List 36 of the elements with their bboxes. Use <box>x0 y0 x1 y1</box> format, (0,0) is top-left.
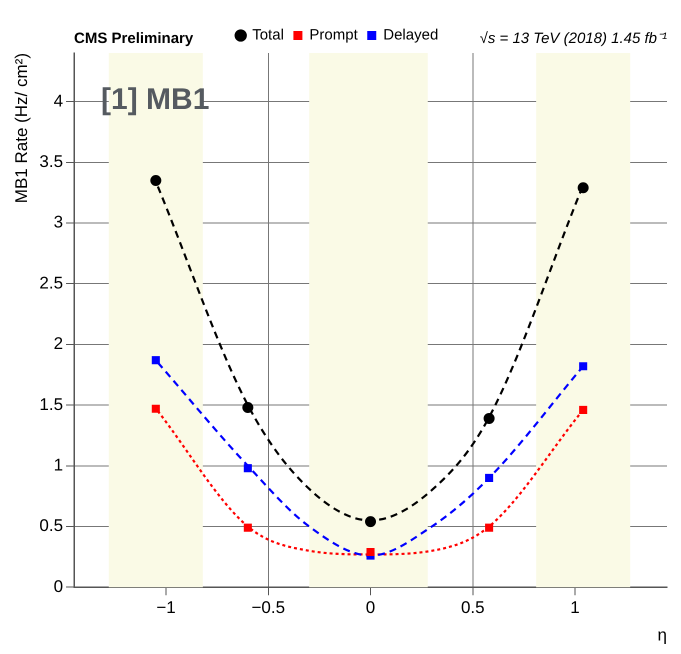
y-tick-label: 2.5 <box>39 273 64 292</box>
point <box>152 356 160 364</box>
point <box>484 412 495 424</box>
legend-label: Total <box>252 26 284 44</box>
chart-title: CMS Preliminary <box>74 30 194 47</box>
point <box>150 174 162 186</box>
point <box>579 406 588 414</box>
x-tick-label: 0.5 <box>460 598 485 618</box>
legend-label: Delayed <box>383 26 438 44</box>
point <box>485 524 494 532</box>
y-tick-label: 1.5 <box>39 394 64 414</box>
point <box>244 524 252 532</box>
y-tick-label: 0 <box>54 576 64 596</box>
annotation: [1] MB1 <box>101 83 210 116</box>
point <box>578 182 589 194</box>
x-axis-title: η <box>658 625 667 644</box>
point <box>242 402 254 414</box>
chart-subtitle: √s = 13 TeV (2018) 1.45 fb⁻¹ <box>480 30 668 47</box>
y-tick-label: 3 <box>54 212 64 232</box>
point <box>365 516 376 528</box>
point <box>244 464 252 472</box>
point <box>152 404 160 413</box>
x-tick-label: 0 <box>366 598 376 618</box>
x-tick-label: −0.5 <box>252 598 286 618</box>
point <box>366 548 375 556</box>
legend-label: Prompt <box>309 26 359 44</box>
x-tick-label: −1 <box>156 598 176 618</box>
y-tick-label: 0.5 <box>39 516 64 536</box>
point <box>579 362 588 370</box>
y-tick-label: 4 <box>54 91 64 110</box>
x-tick-label: 1 <box>570 598 580 618</box>
y-axis-title: MB1 Rate (Hz/ cm²) <box>12 53 31 204</box>
y-tick-label: 2 <box>54 334 64 354</box>
y-tick-label: 1 <box>54 455 64 474</box>
y-tick-label: 3.5 <box>39 152 64 171</box>
point <box>485 474 494 482</box>
